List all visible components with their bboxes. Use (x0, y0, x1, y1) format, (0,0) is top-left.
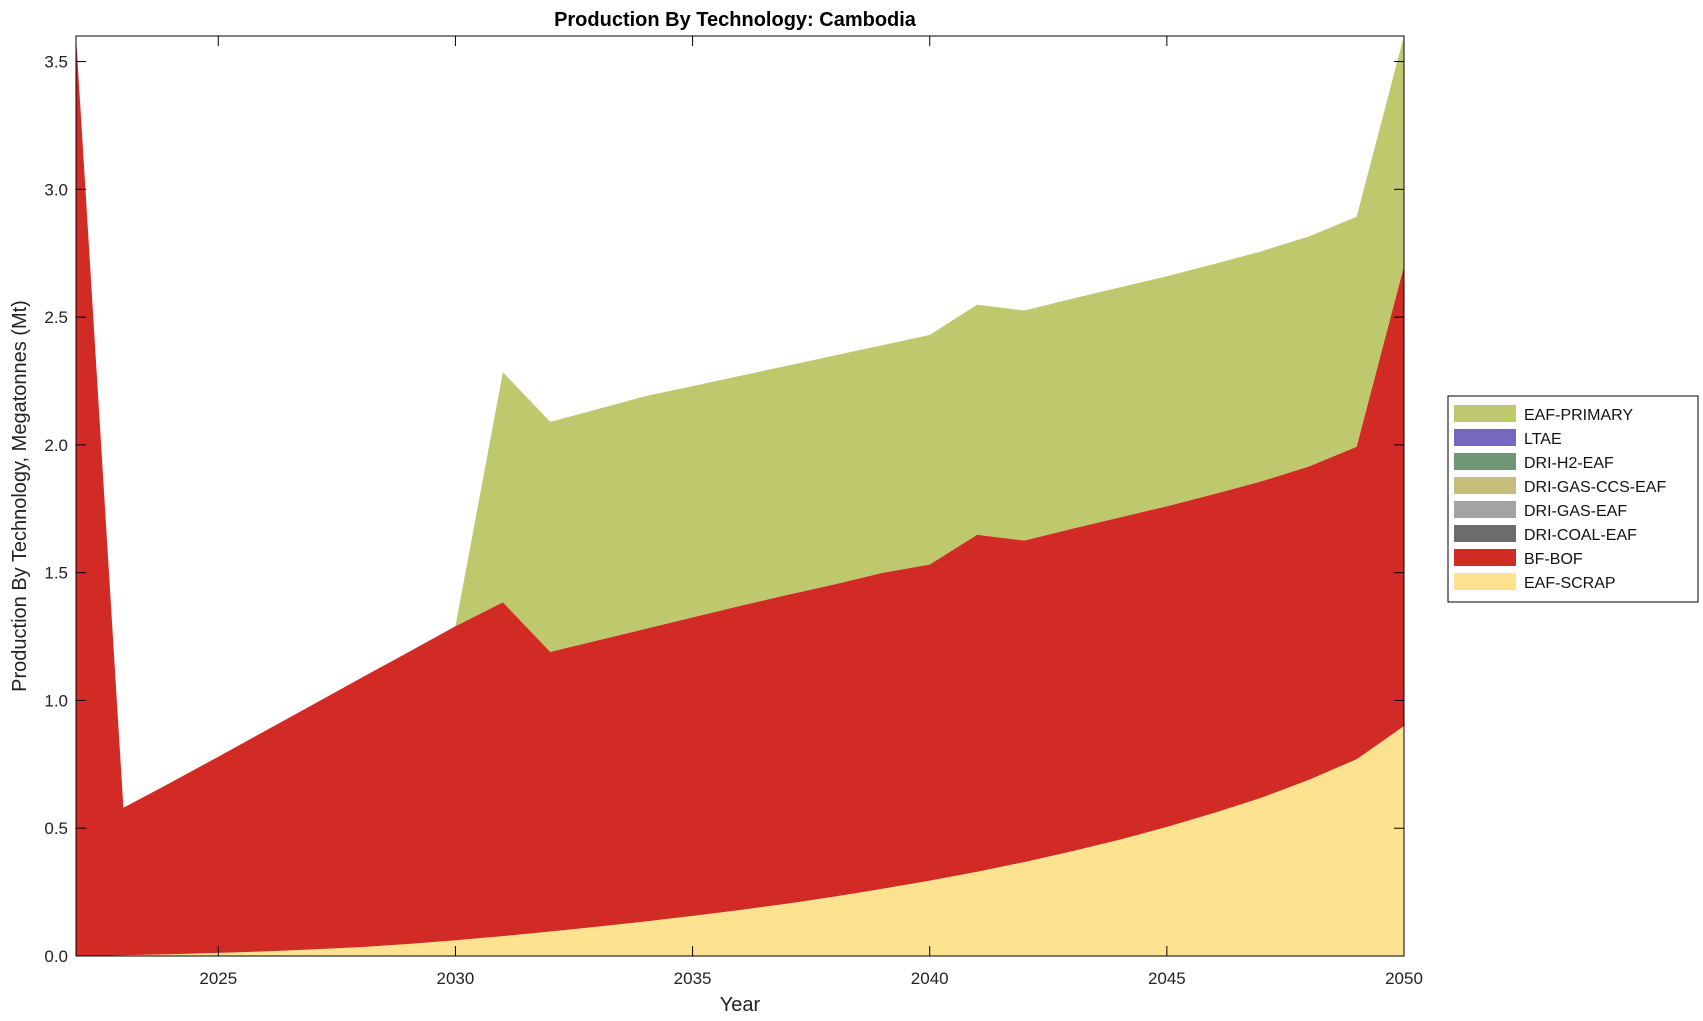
legend-label-eaf-primary: EAF-PRIMARY (1524, 407, 1633, 424)
area-bf-bof (76, 36, 1404, 956)
legend-swatch-dri-coal-eaf (1454, 525, 1516, 542)
x-tick-label: 2025 (199, 969, 237, 988)
x-tick-label: 2030 (437, 969, 475, 988)
y-tick-label: 1.5 (44, 564, 68, 583)
x-tick-label: 2050 (1385, 969, 1423, 988)
legend: EAF-PRIMARY LTAE DRI-H2-EAF DRI-GAS-CCS-EAF… (1447, 395, 1699, 603)
legend-label-dri-h2-eaf: DRI-H2-EAF (1524, 455, 1614, 472)
x-tick-label: 2045 (1148, 969, 1186, 988)
legend-swatch-bf-bof (1454, 549, 1516, 566)
x-tick-label: 2040 (911, 969, 949, 988)
legend-swatch-eaf-primary (1454, 405, 1516, 422)
stacked-areas (76, 36, 1404, 956)
legend-label-dri-gas-ccs-eaf: DRI-GAS-CCS-EAF (1524, 479, 1666, 496)
legend-label-ltae: LTAE (1524, 431, 1562, 448)
y-axis-label: Production By Technology, Megatonnes (Mt… (9, 300, 31, 692)
legend-swatch-dri-gas-eaf (1454, 501, 1516, 518)
legend-box (1447, 395, 1699, 603)
x-tick-label: 2035 (674, 969, 712, 988)
y-tick-label: 2.0 (44, 436, 68, 455)
area-eaf-primary (76, 36, 1404, 808)
legend-label-bf-bof: BF-BOF (1524, 551, 1583, 568)
y-tick-label: 0.0 (44, 947, 68, 966)
x-axis: 2025 2030 2035 2040 2045 2050 (199, 36, 1423, 988)
y-tick-label: 2.5 (44, 308, 68, 327)
plot-frame (75, 35, 1405, 957)
legend-label-dri-gas-eaf: DRI-GAS-EAF (1524, 503, 1627, 520)
chart-title: Production By Technology: Cambodia (554, 9, 917, 31)
legend-swatch-ltae (1454, 429, 1516, 446)
area-eaf-scrap (76, 726, 1404, 956)
x-axis-label: Year (720, 994, 761, 1016)
legend-swatch-dri-h2-eaf (1454, 453, 1516, 470)
legend-label-eaf-scrap: EAF-SCRAP (1524, 575, 1616, 592)
y-tick-label: 1.0 (44, 691, 68, 710)
y-tick-label: 3.5 (44, 53, 68, 72)
legend-swatch-eaf-scrap (1454, 573, 1516, 590)
legend-swatch-dri-gas-ccs-eaf (1454, 477, 1516, 494)
y-tick-label: 0.5 (44, 819, 68, 838)
y-axis: 0.0 0.5 1.0 1.5 2.0 2.5 3.0 3.5 (44, 53, 1404, 966)
y-tick-label: 3.0 (44, 180, 68, 199)
legend-label-dri-coal-eaf: DRI-COAL-EAF (1524, 527, 1637, 544)
